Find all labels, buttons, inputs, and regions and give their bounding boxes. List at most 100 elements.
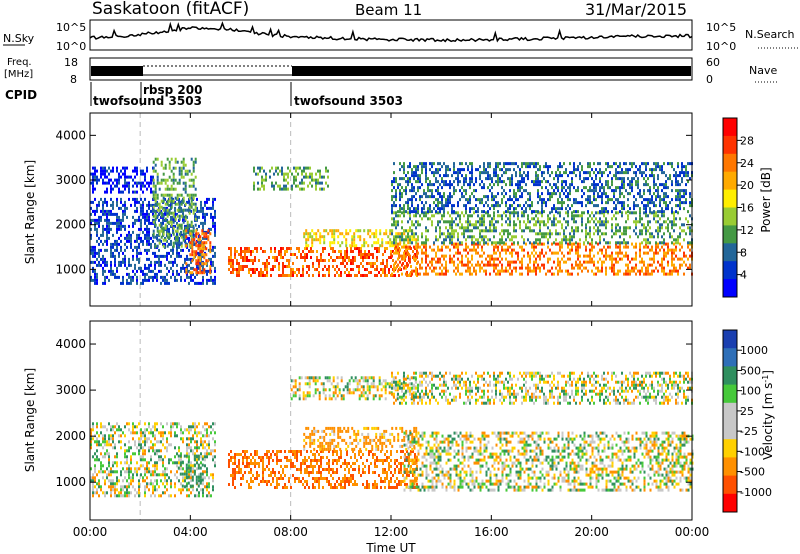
range-cell (156, 175, 159, 179)
range-cell (200, 281, 202, 285)
range-cell (495, 266, 497, 270)
range-cell (401, 186, 403, 190)
range-cell (655, 241, 657, 245)
range-cell (431, 263, 433, 267)
range-cell (671, 251, 673, 255)
range-cell (92, 172, 94, 176)
range-cell (617, 254, 619, 258)
range-cell (158, 229, 161, 233)
range-cell (128, 485, 130, 489)
range-cell (206, 197, 208, 201)
range-cell (108, 269, 110, 273)
range-cell (449, 223, 451, 227)
range-cell (110, 260, 112, 264)
range-cell (144, 272, 146, 276)
range-cell (138, 437, 140, 441)
range-cell (210, 278, 212, 282)
range-cell (100, 233, 102, 237)
range-cell (205, 259, 208, 263)
range-cell (136, 425, 138, 429)
range-cell (191, 241, 194, 245)
range-cell (112, 464, 114, 468)
range-cell (481, 180, 483, 184)
range-cell (120, 224, 122, 228)
range-cell (180, 193, 183, 197)
range-cell (172, 226, 175, 230)
range-cell (102, 230, 104, 234)
range-cell (625, 241, 627, 245)
range-cell (118, 425, 120, 429)
range-cell (100, 443, 102, 447)
range-cell (389, 241, 392, 245)
range-cell (244, 250, 246, 253)
range-cell (543, 266, 545, 270)
range-cell (346, 256, 348, 259)
range-cell (537, 266, 539, 270)
range-cell (92, 218, 94, 222)
range-cell (362, 274, 364, 277)
range-cell (182, 235, 185, 239)
range-cell (401, 245, 403, 249)
range-cell (302, 265, 304, 268)
range-cell (433, 266, 435, 270)
range-cell (601, 251, 603, 255)
range-cell (182, 212, 184, 216)
range-cell (415, 245, 417, 249)
range-cell (527, 263, 529, 267)
range-cell (393, 235, 395, 239)
power-heatmap (90, 113, 693, 306)
range-cell (154, 244, 157, 248)
range-cell (445, 183, 447, 187)
range-cell (435, 210, 437, 214)
range-cell (138, 251, 140, 255)
range-cell (425, 192, 427, 196)
range-cell (653, 260, 655, 264)
range-cell (140, 209, 142, 213)
range-cell (279, 187, 281, 191)
range-cell (176, 241, 179, 245)
range-cell (505, 168, 507, 172)
range-cell (102, 272, 104, 276)
range-cell (623, 245, 625, 249)
range-cell (228, 259, 230, 262)
range-cell (128, 187, 130, 191)
range-cell (346, 250, 348, 253)
range-cell (477, 210, 479, 214)
range-cell (515, 266, 517, 270)
range-cell (535, 260, 537, 264)
range-cell (411, 186, 413, 190)
range-cell (599, 189, 601, 193)
range-cell (669, 201, 671, 205)
range-cell (290, 274, 292, 277)
range-cell (441, 165, 443, 169)
range-cell (423, 272, 425, 276)
range-cell (146, 187, 148, 191)
range-cell (503, 189, 505, 193)
range-cell (677, 269, 679, 273)
range-cell (587, 195, 589, 199)
range-cell (445, 174, 447, 178)
range-cell (577, 272, 579, 276)
range-cell (174, 187, 177, 191)
range-cell (467, 245, 469, 249)
range-cell (525, 266, 527, 270)
range-cell (495, 180, 497, 184)
range-cell (176, 196, 179, 200)
range-cell (613, 272, 615, 276)
range-cell (535, 251, 537, 255)
range-cell (577, 263, 579, 267)
range-cell (681, 257, 683, 261)
range-cell (114, 446, 116, 450)
range-cell (118, 187, 120, 191)
range-cell (120, 169, 122, 173)
range-cell (505, 251, 507, 255)
range-cell (172, 175, 175, 179)
range-cell (411, 229, 413, 233)
range-cell (315, 187, 317, 191)
range-cell (425, 245, 427, 249)
range-cell (201, 229, 204, 233)
range-cell (661, 198, 663, 202)
range-cell (178, 178, 181, 182)
range-cell (116, 422, 118, 426)
range-cell (340, 262, 342, 265)
